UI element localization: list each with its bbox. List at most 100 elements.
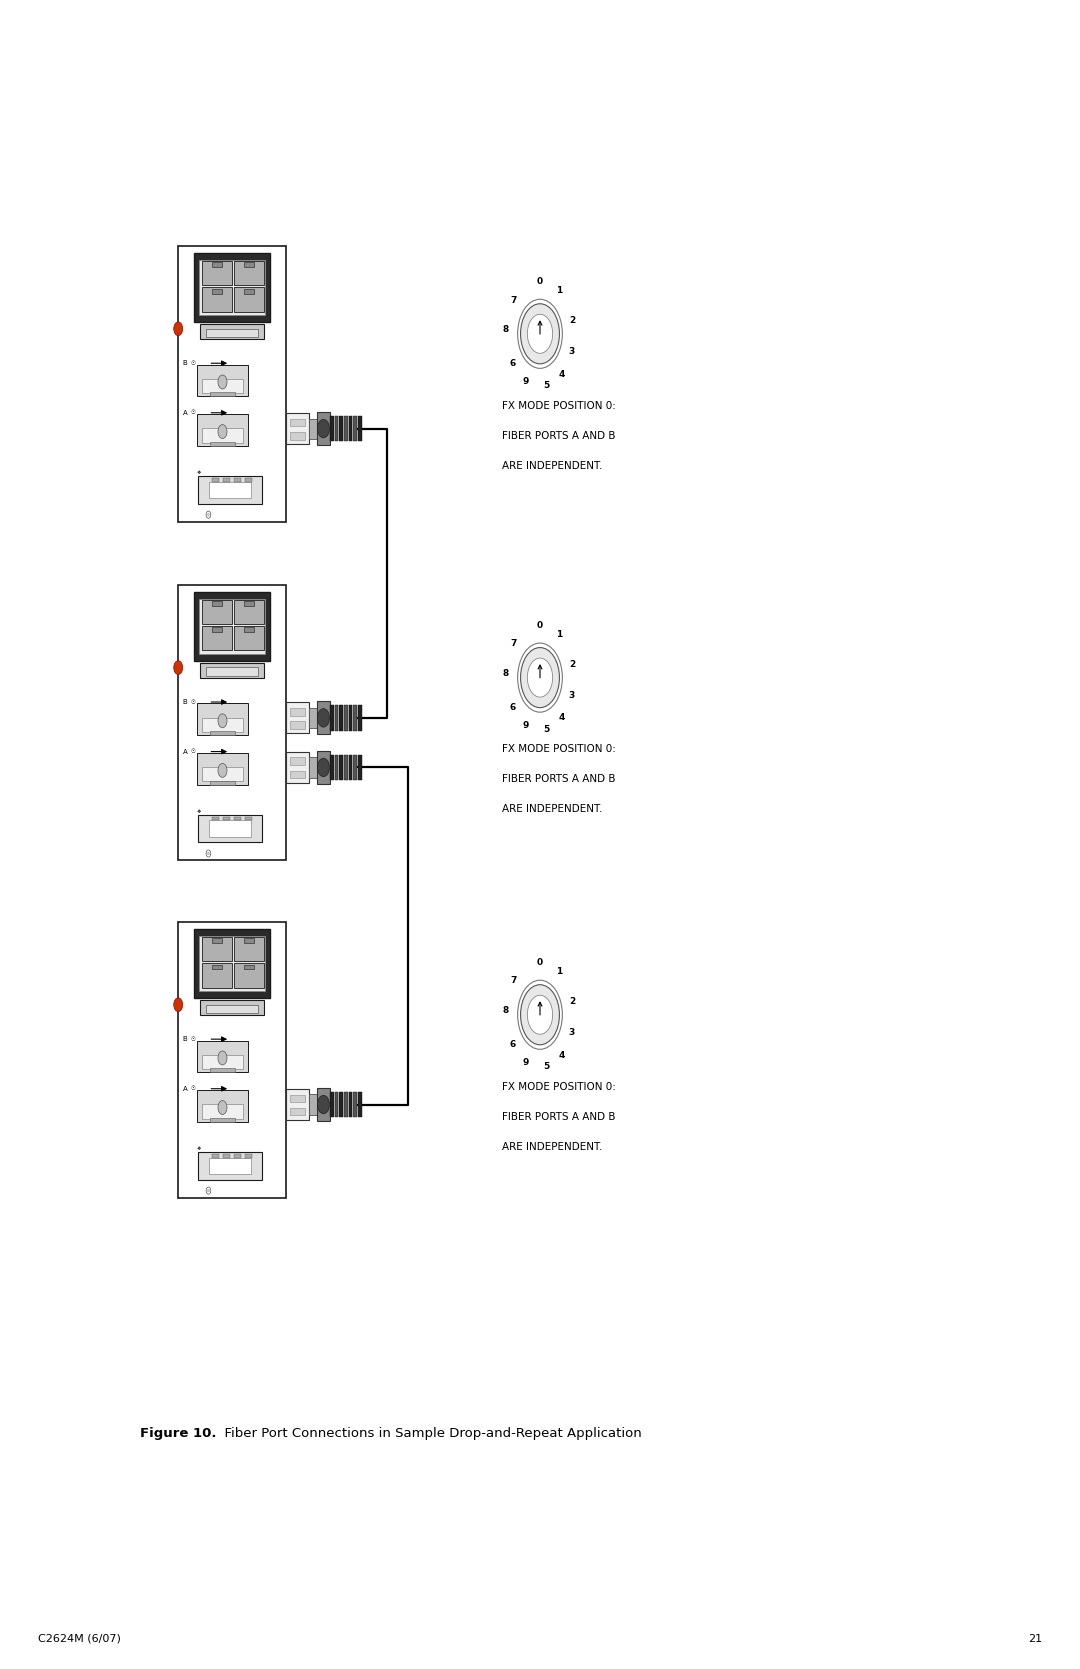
Text: Figure 10.: Figure 10. [140, 1427, 217, 1440]
Bar [210, 442, 235, 446]
Text: 3: 3 [569, 347, 575, 355]
Bar [202, 768, 243, 781]
Text: ARE INDEPENDENT.: ARE INDEPENDENT. [502, 1142, 603, 1152]
Bar [330, 416, 334, 442]
Circle shape [218, 763, 227, 778]
Bar [212, 289, 221, 294]
Bar [244, 628, 254, 633]
Bar [210, 392, 235, 396]
Text: 6: 6 [509, 703, 515, 713]
Text: 2: 2 [570, 996, 576, 1006]
Bar [289, 419, 306, 427]
Bar [197, 703, 248, 734]
Bar [335, 416, 338, 442]
Bar [210, 1158, 252, 1173]
Circle shape [206, 511, 211, 519]
Text: 5: 5 [543, 1061, 549, 1071]
Circle shape [517, 643, 563, 713]
Bar [335, 754, 338, 781]
Bar [210, 1068, 235, 1071]
Bar [210, 731, 235, 734]
Bar [339, 416, 343, 442]
Bar [318, 751, 330, 784]
Bar [234, 260, 264, 285]
Bar [212, 601, 221, 606]
Text: 4: 4 [558, 1050, 565, 1060]
Text: ARE INDEPENDENT.: ARE INDEPENDENT. [502, 804, 603, 814]
Bar [345, 1092, 348, 1118]
Bar [318, 1088, 330, 1122]
Bar [234, 599, 264, 624]
Text: 1: 1 [556, 968, 563, 976]
Text: 0: 0 [537, 958, 543, 966]
Text: 9: 9 [523, 377, 529, 386]
Bar [289, 1108, 306, 1115]
Circle shape [318, 1095, 329, 1113]
Text: ARE INDEPENDENT.: ARE INDEPENDENT. [502, 461, 603, 471]
Circle shape [174, 322, 183, 335]
Circle shape [527, 995, 553, 1035]
Bar [197, 1040, 248, 1071]
Circle shape [527, 658, 553, 698]
Bar [233, 818, 242, 821]
Circle shape [218, 714, 227, 728]
Bar [245, 1155, 253, 1158]
Bar [198, 814, 262, 843]
Text: 0: 0 [537, 277, 543, 285]
Bar [212, 479, 219, 482]
Bar [198, 1152, 262, 1180]
Bar [210, 781, 235, 784]
Bar [197, 753, 248, 784]
Bar [202, 1105, 243, 1118]
Bar [202, 718, 243, 733]
Bar [353, 704, 357, 731]
Text: ☉: ☉ [190, 411, 195, 416]
Bar [210, 482, 252, 497]
Bar [339, 754, 343, 781]
Bar [202, 599, 231, 624]
Bar [289, 758, 306, 766]
Bar [202, 260, 231, 285]
Bar [349, 416, 352, 442]
Bar [200, 663, 265, 678]
Bar [359, 1092, 362, 1118]
Circle shape [218, 1100, 227, 1115]
Circle shape [527, 314, 553, 354]
Bar [349, 1092, 352, 1118]
Text: ☉: ☉ [190, 1087, 195, 1092]
Bar [289, 721, 306, 729]
Bar [202, 429, 243, 442]
Bar [318, 412, 330, 446]
Text: 1: 1 [556, 287, 563, 295]
Bar [244, 601, 254, 606]
Text: A: A [183, 1087, 187, 1092]
Text: FX MODE POSITION 0:: FX MODE POSITION 0: [502, 744, 616, 754]
Text: 3: 3 [569, 1028, 575, 1036]
Bar [194, 254, 270, 322]
Text: 2: 2 [570, 659, 576, 669]
Bar [349, 754, 352, 781]
Bar [309, 708, 318, 728]
Text: 7: 7 [511, 295, 517, 304]
Text: Fiber Port Connections in Sample Drop-and-Repeat Application: Fiber Port Connections in Sample Drop-an… [216, 1427, 642, 1440]
Circle shape [174, 661, 183, 674]
Bar [197, 364, 248, 396]
Bar [345, 704, 348, 731]
Bar [199, 936, 266, 991]
Text: C2624M (6/07): C2624M (6/07) [38, 1634, 121, 1644]
Text: 6: 6 [509, 1040, 515, 1050]
Bar [335, 1092, 338, 1118]
Bar [197, 414, 248, 446]
Bar [234, 963, 264, 988]
Text: 5: 5 [543, 724, 549, 734]
Bar [212, 628, 221, 633]
Bar [202, 963, 231, 988]
Text: B: B [183, 699, 187, 704]
Text: FIBER PORTS A AND B: FIBER PORTS A AND B [502, 774, 616, 784]
Bar [349, 704, 352, 731]
Bar [234, 287, 264, 312]
Bar [330, 704, 334, 731]
Bar [345, 416, 348, 442]
Circle shape [521, 304, 559, 364]
Bar [178, 586, 286, 861]
